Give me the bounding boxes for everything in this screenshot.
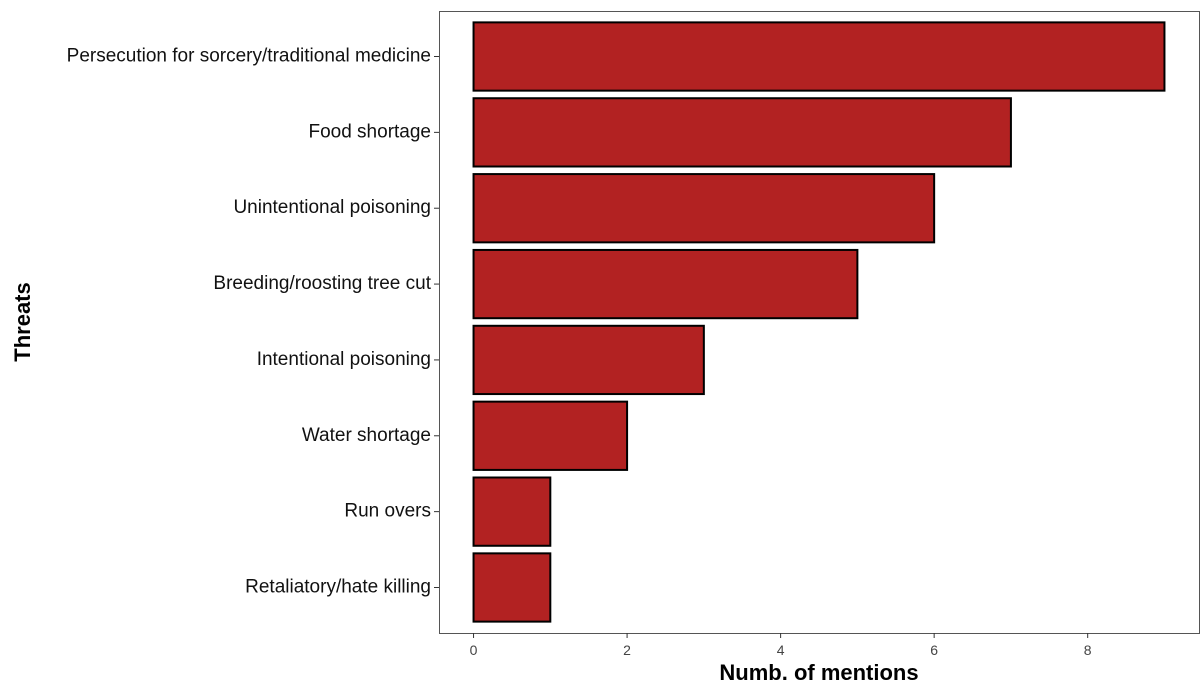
x-axis: 0 2 4 6 8	[470, 633, 1092, 658]
bar	[472, 21, 1166, 92]
bar	[472, 324, 705, 396]
x-tick-label: 2	[623, 642, 631, 658]
x-tick-label: 8	[1084, 642, 1092, 658]
bar	[472, 173, 936, 244]
bar	[472, 97, 1012, 168]
plot-panel-border	[439, 11, 1200, 634]
y-tick-label: Intentional poisoning	[257, 349, 431, 370]
y-tick-label: Retaliatory/hate killing	[245, 577, 431, 598]
y-axis: Persecution for sorcery/traditional medi…	[67, 46, 439, 598]
y-tick-label: Water shortage	[302, 425, 431, 446]
bar	[472, 400, 629, 471]
x-axis-title: Numb. of mentions	[719, 660, 918, 684]
y-axis-title: Threats	[10, 282, 35, 361]
y-tick-label: Food shortage	[308, 121, 431, 142]
y-tick-label: Persecution for sorcery/traditional medi…	[67, 46, 431, 67]
x-tick-label: 0	[470, 642, 478, 658]
y-tick-label: Breeding/roosting tree cut	[213, 273, 431, 294]
bars-group	[472, 21, 1166, 623]
x-tick-label: 4	[777, 642, 785, 658]
y-tick-label: Run overs	[344, 501, 431, 522]
bar	[472, 476, 552, 547]
bar	[472, 552, 552, 623]
x-tick-label: 6	[930, 642, 938, 658]
y-tick-label: Unintentional poisoning	[233, 197, 431, 218]
bar	[472, 248, 859, 320]
